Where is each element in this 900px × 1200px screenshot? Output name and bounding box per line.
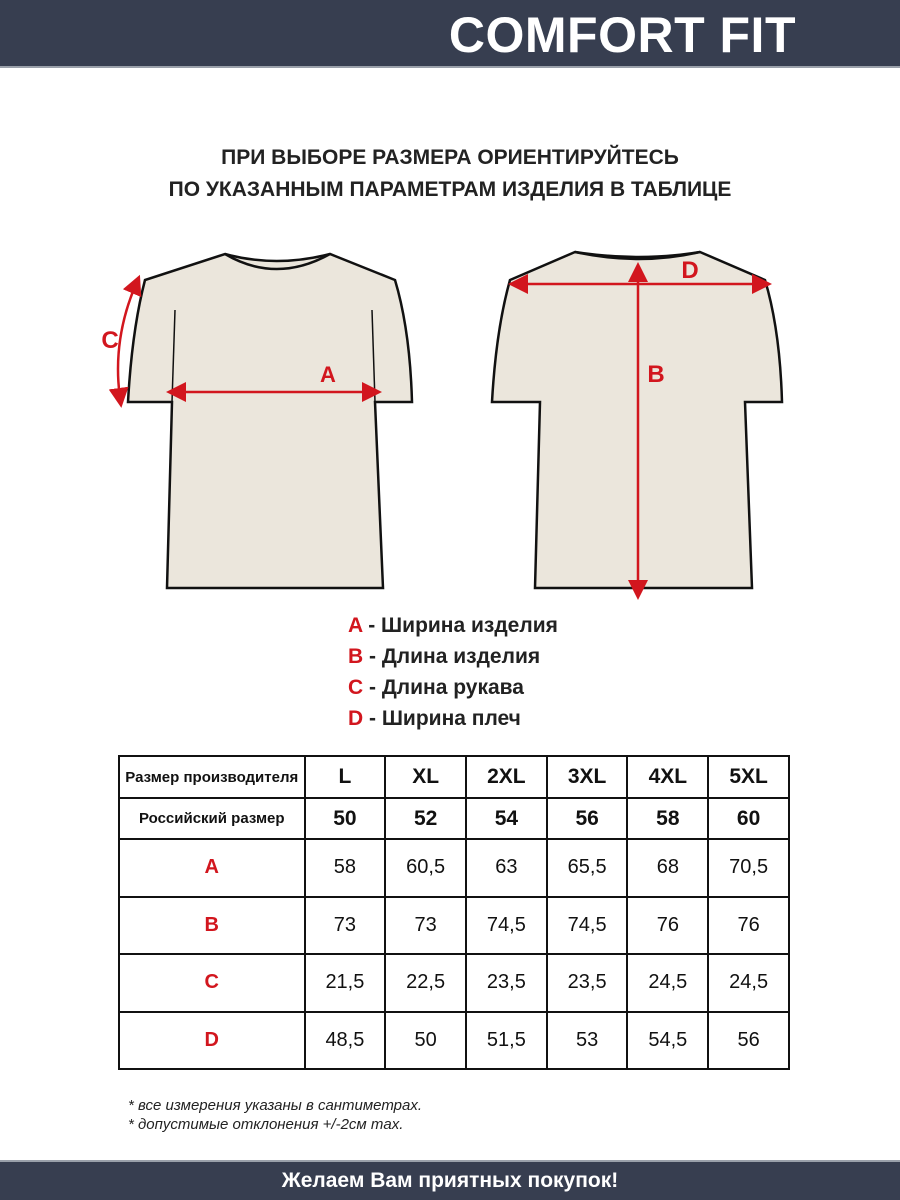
table-row: B 73 73 74,5 74,5 76 76 bbox=[118, 895, 790, 955]
table-cell: 50 bbox=[384, 1010, 468, 1070]
table-cell: 48,5 bbox=[303, 1010, 387, 1070]
legend-item: A - Ширина изделия bbox=[348, 610, 558, 641]
footer-bar: Желаем Вам приятных покупок! bbox=[0, 1160, 900, 1200]
table-cell: 53 bbox=[545, 1010, 629, 1070]
table-cell: 4XL bbox=[626, 755, 710, 799]
table-cell: 21,5 bbox=[303, 953, 387, 1013]
table-cell: 74,5 bbox=[465, 895, 548, 955]
table-cell: 23,5 bbox=[545, 953, 629, 1013]
table-row: Размер производителя L XL 2XL 3XL 4XL 5XL bbox=[118, 755, 790, 799]
footer-text: Желаем Вам приятных покупок! bbox=[281, 1169, 619, 1192]
header-title: COMFORT FIT bbox=[448, 7, 796, 63]
footnote: * все измерения указаны в сантиметрах. bbox=[128, 1097, 423, 1114]
label-a: A bbox=[320, 362, 336, 387]
table-row: C 21,5 22,5 23,5 23,5 24,5 24,5 bbox=[118, 953, 790, 1013]
subtitle: ПРИ ВЫБОРЕ РАЗМЕРА ОРИЕНТИРУЙТЕСЬ ПО УКА… bbox=[0, 142, 900, 206]
table-cell: 65,5 bbox=[545, 838, 629, 898]
legend: A - Ширина изделия B - Длина изделия C -… bbox=[348, 610, 558, 734]
size-table: Размер производителя L XL 2XL 3XL 4XL 5XL Росси… bbox=[118, 755, 790, 1070]
subtitle-line: ПРИ ВЫБОРЕ РАЗМЕРА ОРИЕНТИРУЙТЕСЬ bbox=[221, 146, 679, 169]
table-row: Российский размер 50 52 54 56 58 60 bbox=[118, 797, 790, 840]
row-label: C bbox=[118, 953, 306, 1013]
table-cell: L bbox=[303, 755, 387, 799]
table-row: D 48,5 50 51,5 53 54,5 56 bbox=[118, 1010, 790, 1070]
legend-text: - Ширина плеч bbox=[363, 707, 521, 730]
table-cell: 68 bbox=[626, 838, 710, 898]
row-label: A bbox=[118, 838, 306, 898]
table-cell: 54,5 bbox=[626, 1010, 710, 1070]
table-cell: 2XL bbox=[465, 755, 548, 799]
label-c: C bbox=[101, 327, 118, 354]
row-label: Размер производителя bbox=[118, 755, 306, 799]
row-label: B bbox=[118, 895, 306, 955]
table-cell: 50 bbox=[303, 797, 387, 840]
table-cell: 63 bbox=[465, 838, 548, 898]
header-bar: COMFORT FIT bbox=[0, 0, 900, 68]
table-row: A 58 60,5 63 65,5 68 70,5 bbox=[118, 838, 790, 898]
table-cell: 23,5 bbox=[465, 953, 548, 1013]
legend-text: - Длина изделия bbox=[363, 645, 541, 668]
legend-key: B bbox=[348, 645, 364, 668]
tshirt-diagram: A C D B bbox=[101, 250, 784, 600]
table-cell: XL bbox=[384, 755, 468, 799]
table-cell: 56 bbox=[545, 797, 629, 840]
legend-key: D bbox=[348, 707, 364, 730]
table-cell: 74,5 bbox=[545, 895, 629, 955]
legend-key: A bbox=[348, 614, 363, 637]
legend-text: - Ширина изделия bbox=[362, 614, 558, 637]
table-cell: 70,5 bbox=[707, 838, 790, 898]
table-cell: 58 bbox=[303, 838, 387, 898]
subtitle-line: ПО УКАЗАННЫМ ПАРАМЕТРАМ ИЗДЕЛИЯ В ТАБЛИЦ… bbox=[168, 178, 732, 201]
table-cell: 76 bbox=[626, 895, 710, 955]
table-cell: 73 bbox=[384, 895, 468, 955]
legend-key: C bbox=[348, 676, 364, 699]
table-cell: 24,5 bbox=[626, 953, 710, 1013]
table-cell: 54 bbox=[465, 797, 548, 840]
table-cell: 60,5 bbox=[384, 838, 468, 898]
label-b: B bbox=[647, 361, 664, 388]
row-label: Российский размер bbox=[118, 797, 306, 840]
legend-item: C - Длина рукава bbox=[348, 672, 558, 703]
table-cell: 52 bbox=[384, 797, 468, 840]
footnotes: * все измерения указаны в сантиметрах. *… bbox=[128, 1096, 422, 1134]
table-cell: 22,5 bbox=[384, 953, 468, 1013]
legend-text: - Длина рукава bbox=[363, 676, 524, 699]
legend-item: D - Ширина плеч bbox=[348, 703, 558, 734]
table-cell: 73 bbox=[303, 895, 387, 955]
table-cell: 51,5 bbox=[465, 1010, 548, 1070]
footnote: * допустимые отклонения +/-2см max. bbox=[128, 1116, 404, 1133]
label-d: D bbox=[681, 257, 698, 284]
table-cell: 76 bbox=[707, 895, 790, 955]
table-cell: 60 bbox=[707, 797, 790, 840]
row-label: D bbox=[118, 1010, 306, 1070]
legend-item: B - Длина изделия bbox=[348, 641, 558, 672]
front-shirt bbox=[126, 252, 414, 590]
table-cell: 24,5 bbox=[707, 953, 790, 1013]
table-cell: 58 bbox=[626, 797, 710, 840]
table-cell: 56 bbox=[707, 1010, 790, 1070]
table-cell: 5XL bbox=[707, 755, 790, 799]
table-cell: 3XL bbox=[545, 755, 629, 799]
